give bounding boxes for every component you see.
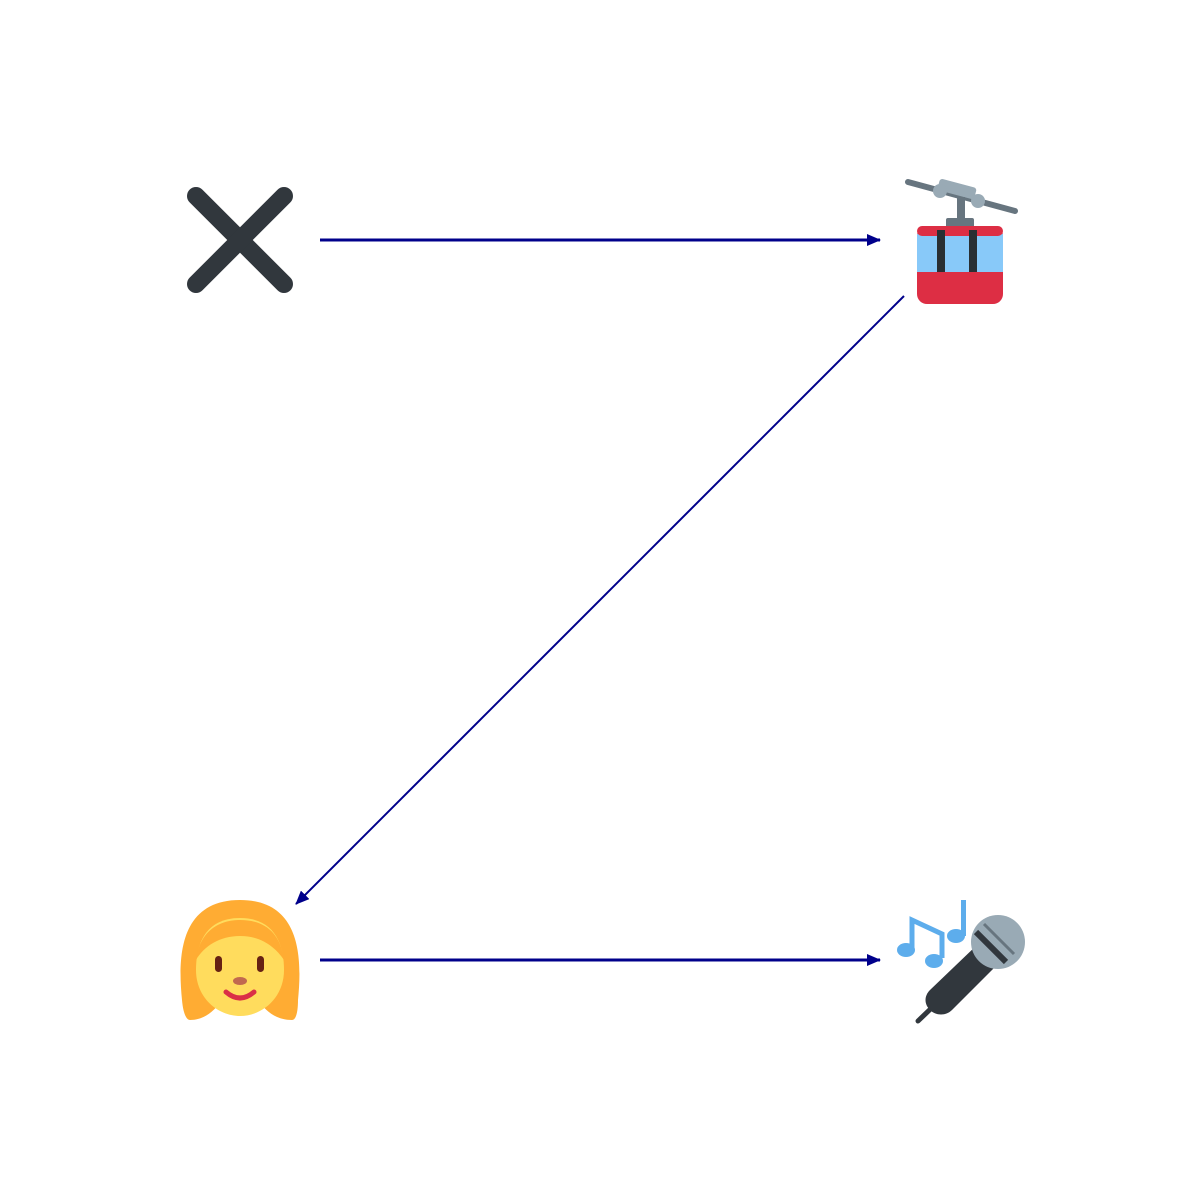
cross-mark-icon [187, 187, 293, 293]
aerial-tramway-icon [905, 178, 1018, 304]
microphone-with-music-notes-icon [897, 900, 1025, 1024]
woman-face-icon [180, 900, 300, 1020]
edge-tramway-to-woman [295, 295, 905, 905]
